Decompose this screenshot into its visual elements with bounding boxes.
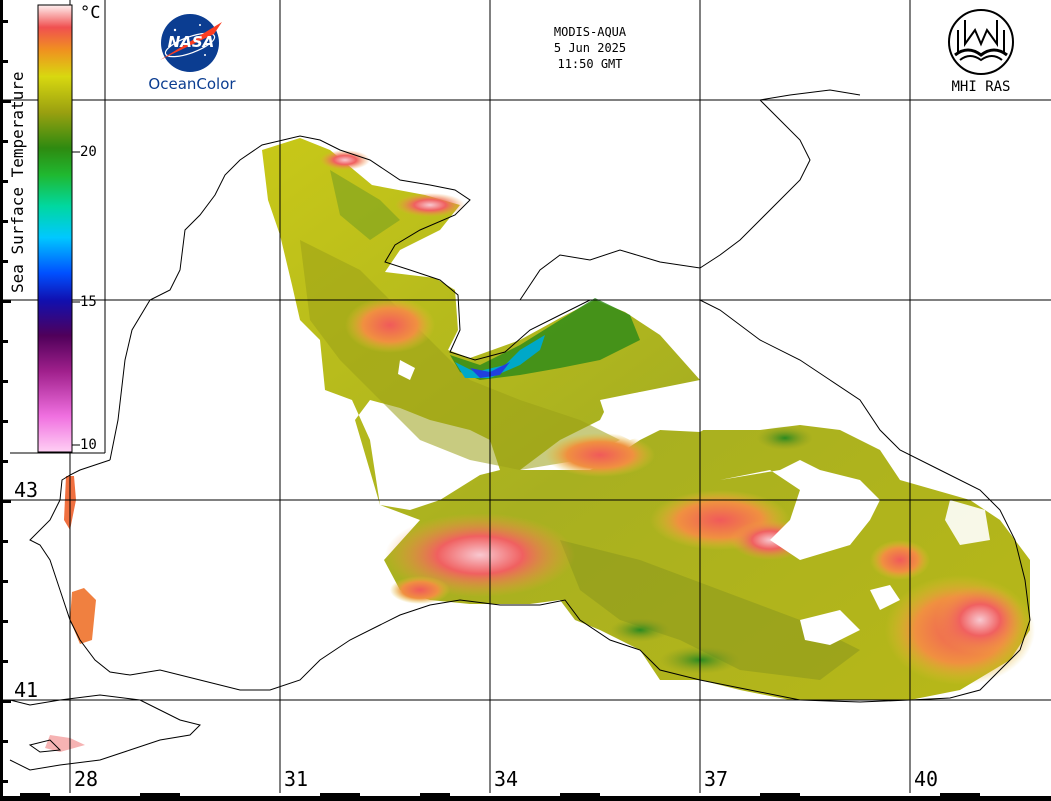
- mhi-logo: [948, 9, 1014, 75]
- nasa-logo-text: NASA: [167, 33, 215, 51]
- colorbar-tick-20: 20: [80, 144, 97, 160]
- colorbar-unit: °C: [80, 3, 101, 23]
- bottom-edge-ticks: [0, 793, 1051, 801]
- longitude-label: 37: [704, 767, 729, 791]
- colorbar: [10, 0, 106, 454]
- longitude-label: 40: [914, 767, 939, 791]
- longitude-label: 31: [284, 767, 309, 791]
- colorbar-tick-15: 15: [80, 294, 97, 310]
- sensor-name: MODIS-AQUA: [553, 25, 627, 39]
- colorbar-gradient: [38, 5, 72, 452]
- latitude-label: 41: [14, 678, 39, 702]
- acquisition-date: 5 Jun 2025: [553, 41, 627, 55]
- nasa-logo: [160, 14, 222, 72]
- acquisition-info: MODIS-AQUA 5 Jun 2025 11:50 GMT: [520, 24, 660, 72]
- sst-field: [45, 138, 1035, 752]
- left-edge-ticks: [0, 0, 11, 801]
- longitude-label: 28: [74, 767, 99, 791]
- latitude-label: 43: [14, 478, 39, 502]
- acquisition-time: 11:50 GMT: [557, 57, 623, 71]
- longitude-label: 34: [494, 767, 519, 791]
- colorbar-tick-10: 10: [80, 437, 97, 453]
- oceancolor-caption: OceanColor: [148, 75, 236, 93]
- mhi-caption: MHI RAS: [951, 79, 1011, 95]
- colorbar-title: Sea Surface Temperature: [8, 71, 27, 293]
